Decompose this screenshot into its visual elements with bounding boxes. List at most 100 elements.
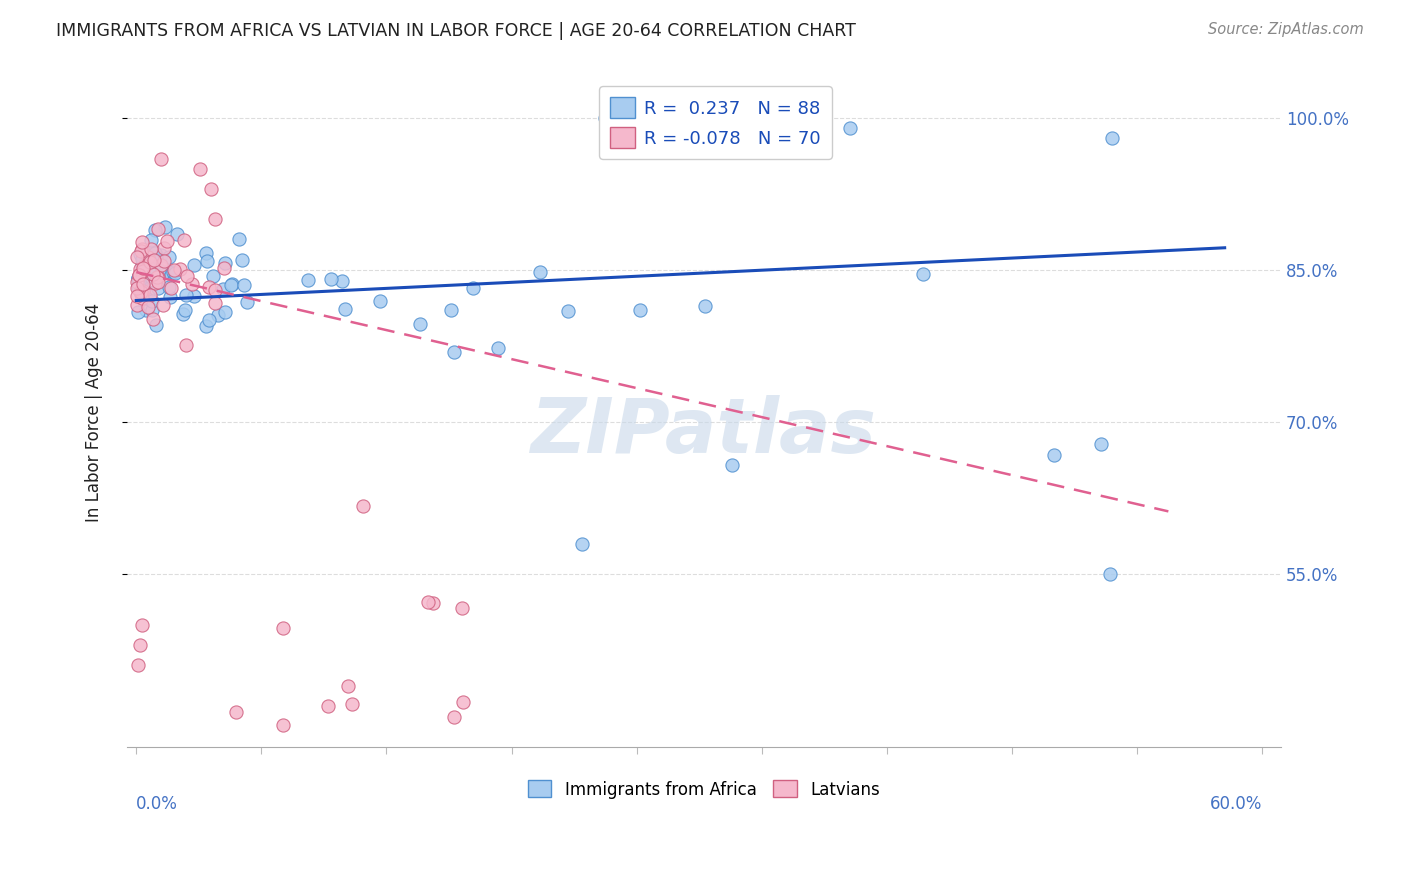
Point bbox=[131, 285, 153, 299]
Point bbox=[127, 272, 149, 286]
Point bbox=[153, 219, 176, 234]
Point bbox=[141, 233, 163, 247]
Point bbox=[143, 276, 166, 290]
Point bbox=[134, 259, 156, 273]
Point bbox=[141, 303, 163, 318]
Point bbox=[148, 263, 170, 277]
Point bbox=[211, 282, 233, 296]
Point bbox=[165, 266, 187, 280]
Point bbox=[225, 705, 247, 719]
Point bbox=[131, 252, 153, 267]
Point bbox=[157, 251, 180, 265]
Point bbox=[443, 344, 465, 359]
Point bbox=[422, 596, 444, 610]
Point bbox=[839, 121, 862, 136]
Point bbox=[228, 232, 250, 246]
Point bbox=[150, 258, 173, 272]
Point bbox=[204, 284, 226, 298]
Point bbox=[129, 638, 152, 652]
Point bbox=[342, 697, 364, 711]
Point bbox=[143, 246, 166, 260]
Point bbox=[693, 299, 716, 313]
Point bbox=[204, 212, 226, 227]
Point bbox=[197, 280, 219, 294]
Point bbox=[160, 281, 183, 295]
Point bbox=[156, 234, 179, 248]
Point bbox=[146, 268, 169, 283]
Point bbox=[159, 290, 181, 304]
Point bbox=[150, 248, 173, 262]
Point bbox=[143, 223, 166, 237]
Point bbox=[129, 244, 152, 258]
Point bbox=[141, 249, 163, 263]
Point bbox=[152, 266, 174, 280]
Point bbox=[135, 255, 157, 269]
Point bbox=[132, 268, 155, 283]
Point bbox=[173, 233, 195, 247]
Point bbox=[146, 269, 169, 284]
Point bbox=[128, 274, 150, 288]
Point bbox=[330, 274, 353, 288]
Point bbox=[231, 253, 253, 268]
Point bbox=[214, 305, 236, 319]
Point bbox=[153, 254, 176, 268]
Point bbox=[136, 251, 159, 265]
Point bbox=[138, 260, 160, 275]
Point bbox=[461, 280, 484, 294]
Point bbox=[443, 710, 465, 724]
Point bbox=[132, 277, 155, 292]
Point bbox=[148, 281, 170, 295]
Point bbox=[146, 222, 169, 236]
Point bbox=[316, 699, 339, 714]
Point bbox=[138, 261, 160, 276]
Point bbox=[169, 261, 191, 276]
Point bbox=[129, 277, 152, 292]
Point bbox=[127, 305, 149, 319]
Point bbox=[131, 291, 153, 305]
Point bbox=[149, 152, 172, 166]
Point bbox=[221, 278, 243, 293]
Point bbox=[142, 267, 165, 281]
Point bbox=[146, 250, 169, 264]
Point bbox=[146, 275, 169, 289]
Point bbox=[128, 268, 150, 283]
Point bbox=[529, 265, 551, 279]
Point bbox=[142, 312, 165, 326]
Point bbox=[127, 270, 149, 285]
Point bbox=[195, 253, 218, 268]
Point bbox=[174, 338, 197, 352]
Point bbox=[145, 318, 167, 333]
Text: Source: ZipAtlas.com: Source: ZipAtlas.com bbox=[1208, 22, 1364, 37]
Point bbox=[143, 268, 166, 282]
Point bbox=[418, 595, 440, 609]
Point bbox=[132, 261, 155, 276]
Point bbox=[128, 268, 150, 282]
Point bbox=[152, 241, 174, 255]
Point bbox=[195, 318, 218, 333]
Point bbox=[132, 259, 155, 273]
Text: 60.0%: 60.0% bbox=[1209, 796, 1263, 814]
Point bbox=[221, 277, 243, 292]
Point bbox=[129, 285, 152, 299]
Point bbox=[131, 258, 153, 272]
Point bbox=[352, 499, 374, 513]
Point bbox=[198, 313, 221, 327]
Point bbox=[131, 263, 153, 277]
Point bbox=[319, 271, 342, 285]
Point bbox=[201, 268, 224, 283]
Point bbox=[141, 294, 163, 309]
Point bbox=[132, 245, 155, 260]
Point bbox=[166, 227, 188, 242]
Point bbox=[127, 250, 149, 264]
Point bbox=[174, 302, 197, 317]
Point bbox=[273, 718, 295, 732]
Point bbox=[135, 303, 157, 318]
Point bbox=[127, 298, 149, 312]
Point bbox=[127, 658, 149, 673]
Point bbox=[571, 537, 593, 551]
Point bbox=[134, 281, 156, 295]
Point bbox=[131, 261, 153, 276]
Point bbox=[181, 277, 204, 291]
Point bbox=[127, 281, 149, 295]
Point bbox=[214, 256, 236, 270]
